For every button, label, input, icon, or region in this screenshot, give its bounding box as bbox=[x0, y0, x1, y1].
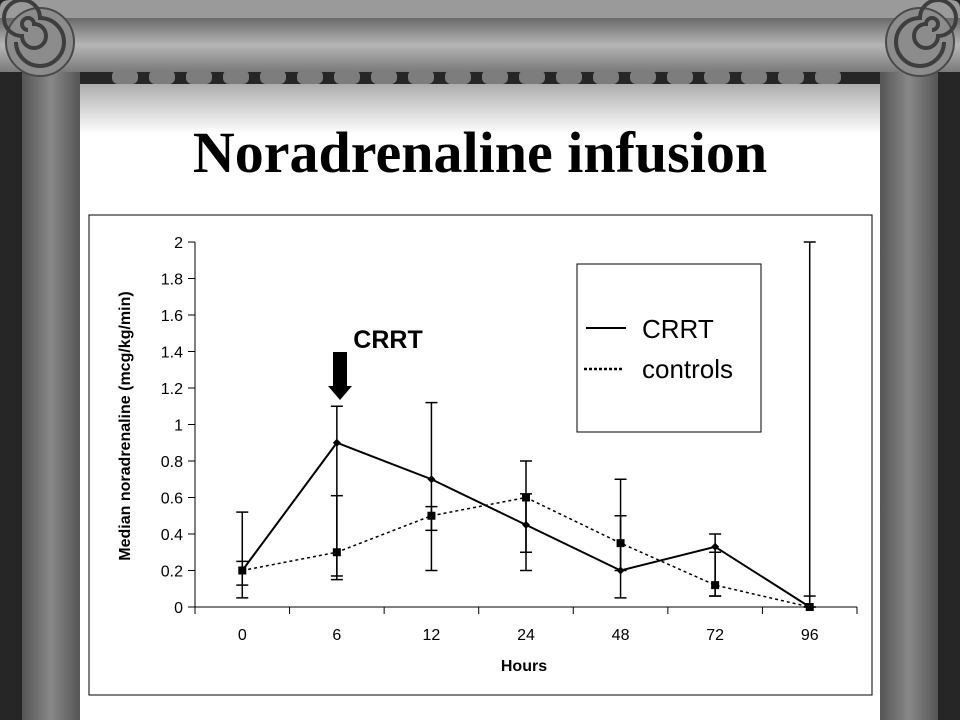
y-tick-label: 1.2 bbox=[161, 381, 183, 398]
dentil bbox=[556, 70, 582, 84]
dentil bbox=[704, 70, 730, 84]
x-tick-label: 48 bbox=[612, 627, 630, 644]
dentil bbox=[741, 70, 767, 84]
dentil-row bbox=[112, 70, 841, 84]
right-spiral-icon bbox=[894, 0, 958, 68]
x-tick-label: 24 bbox=[517, 627, 535, 644]
crrt-annotation: CRRT bbox=[328, 326, 423, 400]
dentil bbox=[445, 70, 471, 84]
y-tick-label: 1.6 bbox=[161, 308, 183, 325]
dentil bbox=[630, 70, 656, 84]
slide-top-shade bbox=[80, 84, 880, 134]
dentil bbox=[186, 70, 212, 84]
dentil bbox=[371, 70, 397, 84]
plot-area: 0 0.2 0.4 0.6 0.8 1 1.2 1.4 1.6 1.8 2 0 6 12 24 48 72 96 bbox=[161, 235, 858, 644]
dentil bbox=[778, 70, 804, 84]
dentil bbox=[593, 70, 619, 84]
x-tick-label: 6 bbox=[332, 627, 341, 644]
dentil bbox=[223, 70, 249, 84]
x-axis-label: Hours bbox=[501, 658, 547, 675]
dentil bbox=[667, 70, 693, 84]
data-point-controls bbox=[711, 581, 720, 590]
y-tick-label: 1.4 bbox=[161, 345, 183, 362]
data-point-controls bbox=[522, 493, 530, 502]
dentil bbox=[112, 70, 138, 84]
right-column bbox=[880, 60, 938, 720]
legend-item-controls: controls bbox=[642, 354, 733, 384]
data-point-controls bbox=[616, 539, 625, 548]
legend: CRRT controls bbox=[576, 263, 762, 433]
y-tick-label: 0.4 bbox=[161, 527, 183, 544]
y-axis-label: Median noradrenaline (mcg/kg/min) bbox=[117, 291, 134, 560]
data-point-CRRT bbox=[332, 438, 341, 447]
data-point-CRRT bbox=[427, 475, 436, 484]
left-spiral-icon bbox=[2, 0, 66, 68]
y-tick-label: 0.6 bbox=[161, 491, 183, 508]
data-point-controls bbox=[238, 566, 247, 575]
data-point-controls bbox=[427, 511, 436, 520]
left-column bbox=[22, 60, 80, 720]
y-tick-label: 2 bbox=[174, 235, 183, 252]
slide-title: Noradrenaline infusion bbox=[192, 120, 768, 185]
dentil bbox=[149, 70, 175, 84]
dentil bbox=[297, 70, 323, 84]
x-tick-label: 72 bbox=[706, 627, 724, 644]
y-tick-label: 0 bbox=[174, 600, 183, 617]
data-point-controls bbox=[805, 603, 814, 611]
y-tick-label: 1 bbox=[174, 418, 183, 435]
legend-item-crrt: CRRT bbox=[642, 314, 714, 344]
dentil bbox=[260, 70, 286, 84]
y-tick-label: 1.8 bbox=[161, 272, 183, 289]
capital-top bbox=[0, 0, 960, 22]
x-tick-label: 12 bbox=[423, 627, 441, 644]
dentil bbox=[815, 70, 841, 84]
y-tick-label: 0.2 bbox=[161, 564, 183, 581]
x-tick-label: 96 bbox=[801, 627, 819, 644]
arrow-shaft bbox=[333, 352, 347, 388]
down-arrow-icon bbox=[328, 386, 352, 400]
y-tick-label: 0.8 bbox=[161, 454, 183, 471]
dentil bbox=[334, 70, 360, 84]
crrt-annotation-label: CRRT bbox=[353, 326, 422, 354]
x-tick-label: 0 bbox=[238, 627, 247, 644]
data-point-CRRT bbox=[711, 542, 720, 551]
data-point-controls bbox=[332, 548, 341, 557]
dentil bbox=[519, 70, 545, 84]
legend-box bbox=[576, 263, 762, 433]
dentil bbox=[482, 70, 508, 84]
capital-band bbox=[0, 18, 960, 72]
dentil bbox=[408, 70, 434, 84]
